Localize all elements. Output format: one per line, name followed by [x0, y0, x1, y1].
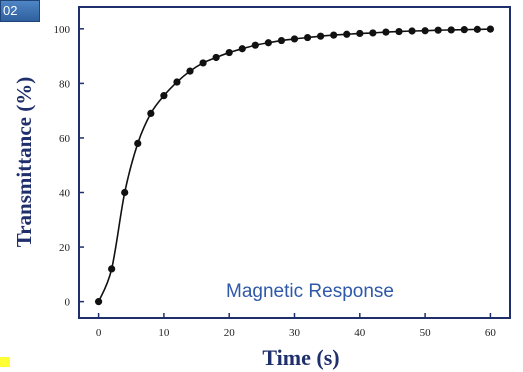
series-line	[97, 28, 491, 302]
corner-mark	[0, 357, 10, 367]
data-point	[303, 33, 312, 42]
data-point	[434, 26, 442, 34]
y-tick-label: 80	[59, 78, 71, 90]
x-axis-title: Time (s)	[262, 345, 339, 370]
x-tick-label: 0	[96, 327, 102, 339]
y-tick-label: 100	[54, 24, 71, 36]
data-point	[108, 265, 116, 273]
data-point	[94, 298, 103, 306]
y-tick-label: 0	[65, 297, 71, 309]
data-point	[408, 27, 416, 35]
data-point	[147, 109, 155, 117]
y-axis-title: Transmittance (%)	[12, 77, 36, 248]
y-tick-label: 40	[59, 188, 71, 200]
x-tick-label: 10	[158, 327, 170, 339]
data-point	[264, 39, 272, 47]
x-tick-label: 40	[354, 327, 366, 339]
chart-annotation: Magnetic Response	[226, 281, 394, 302]
data-point	[121, 188, 129, 197]
data-point	[212, 53, 220, 62]
data-point	[238, 45, 246, 53]
data-point	[369, 29, 377, 37]
data-point	[186, 67, 194, 75]
data-point	[317, 32, 325, 40]
data-point	[382, 28, 390, 36]
plot-frame	[78, 6, 511, 319]
data-point	[173, 78, 181, 86]
data-point	[134, 139, 142, 148]
x-tick-label: 60	[485, 327, 497, 339]
data-point	[486, 25, 495, 33]
data-point	[460, 26, 468, 34]
data-point	[160, 92, 168, 100]
data-point	[277, 36, 286, 45]
data-point	[251, 41, 259, 49]
x-tick-label: 20	[224, 327, 236, 339]
data-point	[199, 59, 207, 67]
y-tick-label: 60	[59, 133, 71, 145]
data-point	[421, 27, 429, 35]
x-tick-label: 50	[420, 327, 432, 339]
data-point	[356, 29, 364, 38]
data-point	[395, 27, 403, 36]
x-tick-label: 30	[289, 327, 301, 339]
slide-number-badge: 02	[0, 0, 40, 22]
data-point	[290, 35, 299, 43]
data-point	[343, 30, 351, 38]
data-point	[225, 48, 233, 57]
data-point	[330, 31, 338, 39]
data-point	[473, 25, 481, 33]
y-tick-label: 20	[59, 242, 71, 254]
data-point	[447, 26, 455, 34]
